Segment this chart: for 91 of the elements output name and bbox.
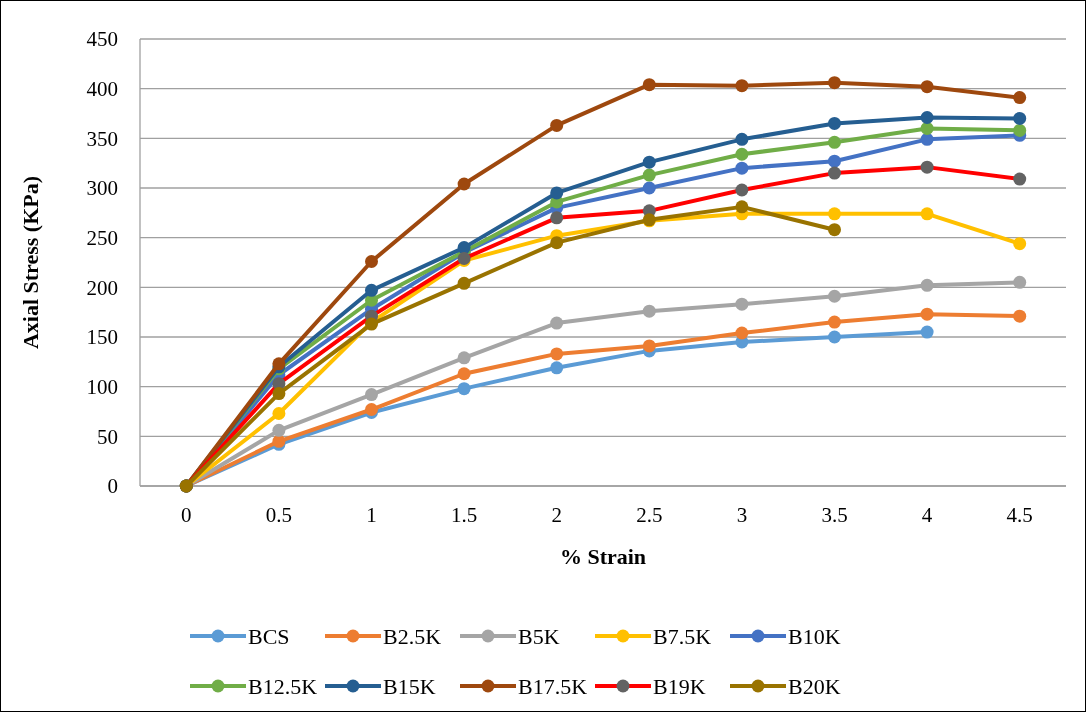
x-tick-label: 4.5 — [1006, 503, 1033, 527]
x-tick-label: 4 — [921, 503, 933, 527]
point — [828, 223, 841, 237]
point — [735, 132, 749, 146]
point — [735, 147, 749, 161]
point — [642, 168, 656, 182]
point — [1013, 275, 1027, 289]
point — [828, 207, 841, 221]
point — [457, 177, 471, 191]
point — [642, 155, 656, 169]
x-tick-label: 2 — [551, 503, 562, 527]
point — [550, 236, 564, 250]
point — [828, 135, 841, 149]
point — [365, 388, 378, 402]
y-tick-label: 150 — [86, 325, 118, 350]
point — [365, 283, 378, 297]
legend-label: B5K — [518, 623, 560, 649]
point — [735, 161, 749, 175]
point — [920, 121, 934, 135]
point — [828, 289, 841, 303]
x-tick-label: 0.5 — [265, 503, 293, 527]
point — [828, 154, 841, 168]
point — [735, 297, 749, 311]
point — [920, 307, 934, 321]
point — [457, 367, 471, 381]
point — [735, 326, 749, 340]
x-axis-title: % Strain — [559, 544, 647, 569]
legend-label: BCS — [248, 623, 290, 649]
legend-label: B17.5K — [518, 673, 588, 699]
point — [550, 316, 564, 330]
point — [550, 118, 564, 132]
y-tick-label: 200 — [86, 275, 118, 300]
legend-label: B12.5K — [248, 673, 318, 699]
point — [920, 160, 934, 174]
point — [457, 276, 471, 290]
point — [365, 255, 378, 268]
y-tick-label: 50 — [97, 424, 118, 449]
x-tick-label: 0 — [181, 503, 192, 527]
point — [550, 186, 564, 200]
legend-label: B10K — [788, 623, 841, 649]
point — [1013, 237, 1027, 251]
legend-label: B7.5K — [653, 623, 712, 649]
point — [272, 407, 286, 420]
y-axis-title: Axial Stress (KPa) — [18, 175, 43, 350]
point — [1013, 309, 1027, 323]
legend-label: B20K — [788, 673, 841, 699]
y-tick-label: 400 — [86, 77, 118, 102]
legend-label: B15K — [383, 673, 436, 699]
point — [550, 361, 564, 375]
point — [828, 76, 841, 90]
point — [642, 78, 656, 92]
point — [920, 132, 934, 146]
legend-label: B2.5K — [383, 623, 442, 649]
point — [457, 382, 471, 396]
y-tick-label: 450 — [86, 27, 118, 52]
point — [457, 351, 471, 365]
y-tick-label: 350 — [86, 126, 118, 151]
point — [1013, 172, 1027, 186]
point — [828, 315, 841, 329]
point — [735, 79, 749, 93]
point — [550, 347, 564, 361]
point — [1013, 111, 1027, 125]
point — [272, 423, 286, 437]
point — [457, 241, 471, 255]
point — [735, 183, 749, 197]
point — [1013, 123, 1027, 137]
point — [920, 110, 934, 124]
x-tick-label: 2.5 — [636, 503, 663, 527]
point — [920, 80, 934, 94]
legend-label: B19K — [653, 673, 706, 699]
point — [828, 166, 841, 180]
point — [828, 330, 841, 344]
x-tick-label: 1 — [366, 503, 377, 527]
point — [642, 181, 656, 195]
point — [828, 116, 841, 130]
point — [642, 339, 656, 353]
point — [735, 200, 749, 214]
point — [272, 387, 286, 401]
point — [1013, 91, 1027, 105]
y-tick-label: 0 — [107, 474, 118, 499]
y-tick-label: 100 — [86, 375, 118, 400]
x-tick-label: 3 — [736, 503, 748, 527]
point — [642, 304, 656, 318]
point — [920, 325, 934, 339]
point — [550, 211, 564, 225]
y-tick-label: 300 — [86, 176, 118, 201]
x-tick-label: 3.5 — [821, 503, 848, 527]
point — [920, 278, 934, 292]
point — [920, 207, 934, 221]
y-tick-label: 250 — [86, 226, 118, 251]
x-tick-label: 1.5 — [450, 503, 478, 527]
